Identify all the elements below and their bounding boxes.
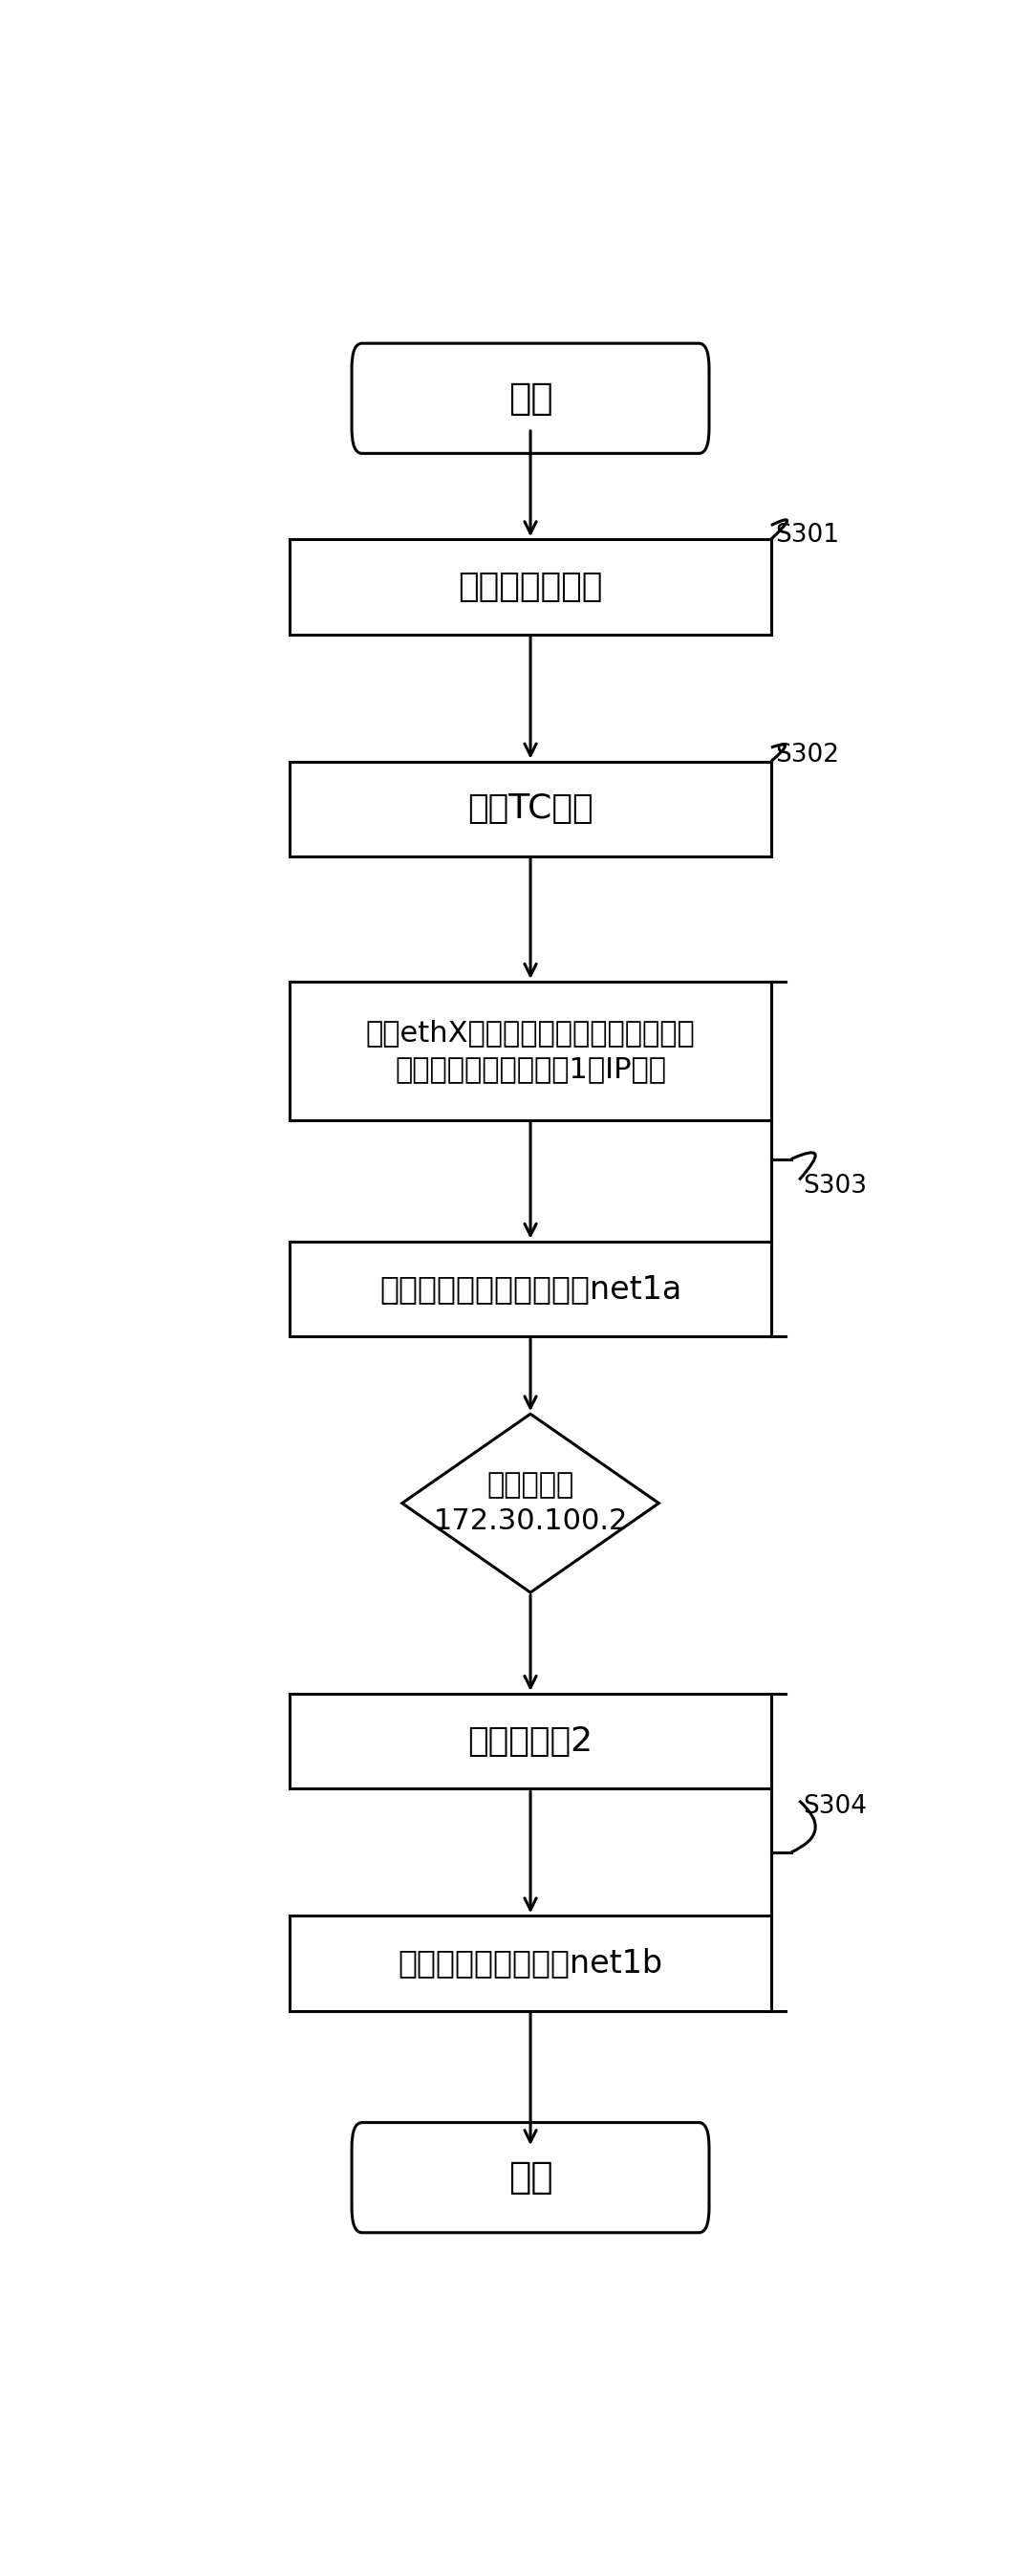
FancyBboxPatch shape	[352, 343, 709, 453]
Text: 网卡ethX接收到数据包，经解析得到数
据包的目的地址是容器1的IP地址: 网卡ethX接收到数据包，经解析得到数 据包的目的地址是容器1的IP地址	[365, 1020, 696, 1082]
Text: 设定TC规则: 设定TC规则	[468, 793, 593, 824]
Bar	[290, 1242, 771, 1337]
Bar	[290, 981, 771, 1121]
Text: 开始: 开始	[508, 381, 553, 417]
FancyBboxPatch shape	[352, 2123, 709, 2233]
Text: 目的地址为
172.30.100.2: 目的地址为 172.30.100.2	[434, 1471, 627, 1535]
Text: S301: S301	[775, 523, 839, 549]
Text: 结束: 结束	[508, 2159, 553, 2195]
Text: S304: S304	[803, 1795, 867, 1819]
Text: S303: S303	[803, 1175, 867, 1198]
Text: 把数据包转发到虚拟网卡net1a: 把数据包转发到虚拟网卡net1a	[379, 1273, 682, 1306]
Text: 数据包到达虚拟网卡net1b: 数据包到达虚拟网卡net1b	[398, 1947, 662, 1978]
Text: S302: S302	[775, 742, 839, 768]
Bar	[290, 1692, 771, 1788]
Text: 创建虚拟网卡对: 创建虚拟网卡对	[459, 569, 602, 603]
Bar	[290, 762, 771, 858]
Bar	[290, 538, 771, 634]
Text: 走限速队列2: 走限速队列2	[468, 1726, 593, 1757]
Bar	[290, 1917, 771, 2012]
Polygon shape	[402, 1414, 659, 1592]
